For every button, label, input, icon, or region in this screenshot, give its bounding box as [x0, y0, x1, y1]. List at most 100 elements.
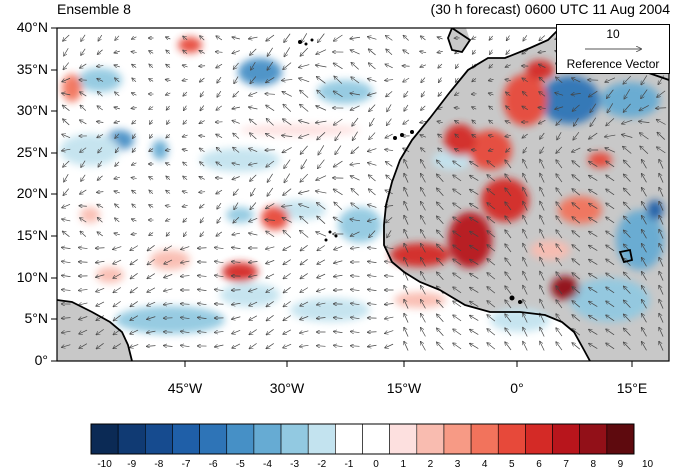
wind-vector [81, 174, 86, 181]
wind-vector [540, 160, 545, 169]
pos-anomaly [96, 267, 124, 283]
wind-vector [656, 108, 667, 109]
wind-vector [335, 131, 342, 141]
wind-vector [572, 287, 581, 294]
wind-vector [200, 36, 205, 41]
wind-vector [316, 121, 327, 123]
wind-vector [232, 303, 241, 304]
wind-vector [98, 147, 103, 152]
wind-vector [540, 286, 545, 295]
wind-vector [523, 188, 528, 197]
wind-vector [97, 175, 103, 180]
wind-vector [404, 187, 409, 197]
colorbar-label: -6 [208, 459, 218, 470]
wind-vector [540, 132, 545, 139]
wind-vector [623, 147, 632, 154]
wind-vector [97, 204, 104, 207]
wind-vector [62, 318, 71, 319]
wind-vector [659, 313, 664, 323]
wind-vector [606, 287, 615, 294]
wind-vector [166, 80, 171, 81]
colorbar-label: -4 [263, 459, 272, 470]
wind-vector [131, 178, 137, 179]
wind-vector [114, 121, 120, 123]
wind-vector [132, 78, 137, 82]
wind-vector [404, 299, 409, 309]
wind-vector [266, 260, 275, 263]
wind-vector [506, 92, 511, 97]
wind-vector [453, 245, 462, 252]
wind-vector [166, 134, 170, 137]
wind-vector [80, 189, 87, 194]
wind-vector [470, 301, 479, 307]
wind-vector [540, 188, 545, 197]
wind-vector [164, 274, 173, 277]
wind-vector [149, 51, 154, 54]
wind-vector [199, 51, 205, 54]
wind-vector [404, 327, 409, 337]
wind-vector [166, 163, 171, 165]
wind-vector [523, 300, 528, 309]
wind-vector [659, 159, 664, 169]
wind-vector [181, 246, 190, 250]
wind-vector [200, 203, 205, 208]
wind-vector [350, 37, 361, 39]
wind-vector [167, 119, 170, 124]
wind-vector [164, 289, 173, 291]
colorbar-label: 3 [454, 459, 461, 470]
wind-vector [249, 343, 257, 348]
wind-vector [556, 174, 563, 183]
wind-vector [540, 230, 545, 239]
wind-vector [199, 192, 206, 193]
wind-vector [199, 121, 205, 124]
pos-anomaly [530, 240, 570, 260]
axis-ticks [51, 27, 633, 367]
wind-vector [97, 66, 104, 67]
colorbar [90, 423, 635, 455]
wind-vector [659, 229, 664, 239]
wind-vector [62, 331, 71, 333]
pos-anomaly [481, 178, 529, 222]
wind-vector [523, 258, 528, 267]
wind-vector [404, 173, 409, 183]
wind-vector [421, 272, 426, 281]
wind-vector [404, 159, 409, 169]
wind-vector [642, 258, 647, 267]
wind-vector [97, 134, 104, 137]
wind-vector [334, 160, 343, 167]
wind-vector [283, 62, 292, 70]
neg-anomaly [152, 140, 168, 160]
wind-vector [606, 259, 615, 266]
wind-vector [266, 231, 275, 238]
wind-vector [572, 329, 581, 336]
pos-anomaly [444, 124, 476, 156]
wind-vector [437, 160, 444, 168]
wind-vector [641, 89, 648, 99]
wind-vector [659, 243, 664, 253]
wind-vector [233, 216, 240, 223]
lon-label-30w: 30°W [269, 380, 305, 396]
wind-vector [487, 315, 496, 322]
wind-vector [351, 203, 360, 210]
wind-vector [149, 177, 154, 180]
wind-vector [642, 202, 647, 211]
colorbar-cell [226, 423, 255, 455]
wind-vector [63, 119, 70, 126]
wind-vector [351, 63, 359, 70]
wind-vector [642, 160, 647, 169]
wind-vector [215, 345, 224, 347]
wind-vector [488, 79, 494, 80]
colorbar-cell [552, 423, 580, 455]
wind-vector [183, 176, 188, 180]
wind-vector [605, 148, 616, 153]
wind-vector [300, 145, 308, 154]
wind-vector [215, 247, 224, 248]
wind-vector [79, 247, 88, 248]
wind-vector [505, 286, 512, 295]
wind-vector [470, 189, 479, 195]
wind-vector [540, 258, 545, 267]
wind-vector [605, 77, 616, 82]
wind-vector [62, 290, 71, 291]
wind-vector [606, 343, 615, 350]
wind-vector [250, 48, 257, 55]
